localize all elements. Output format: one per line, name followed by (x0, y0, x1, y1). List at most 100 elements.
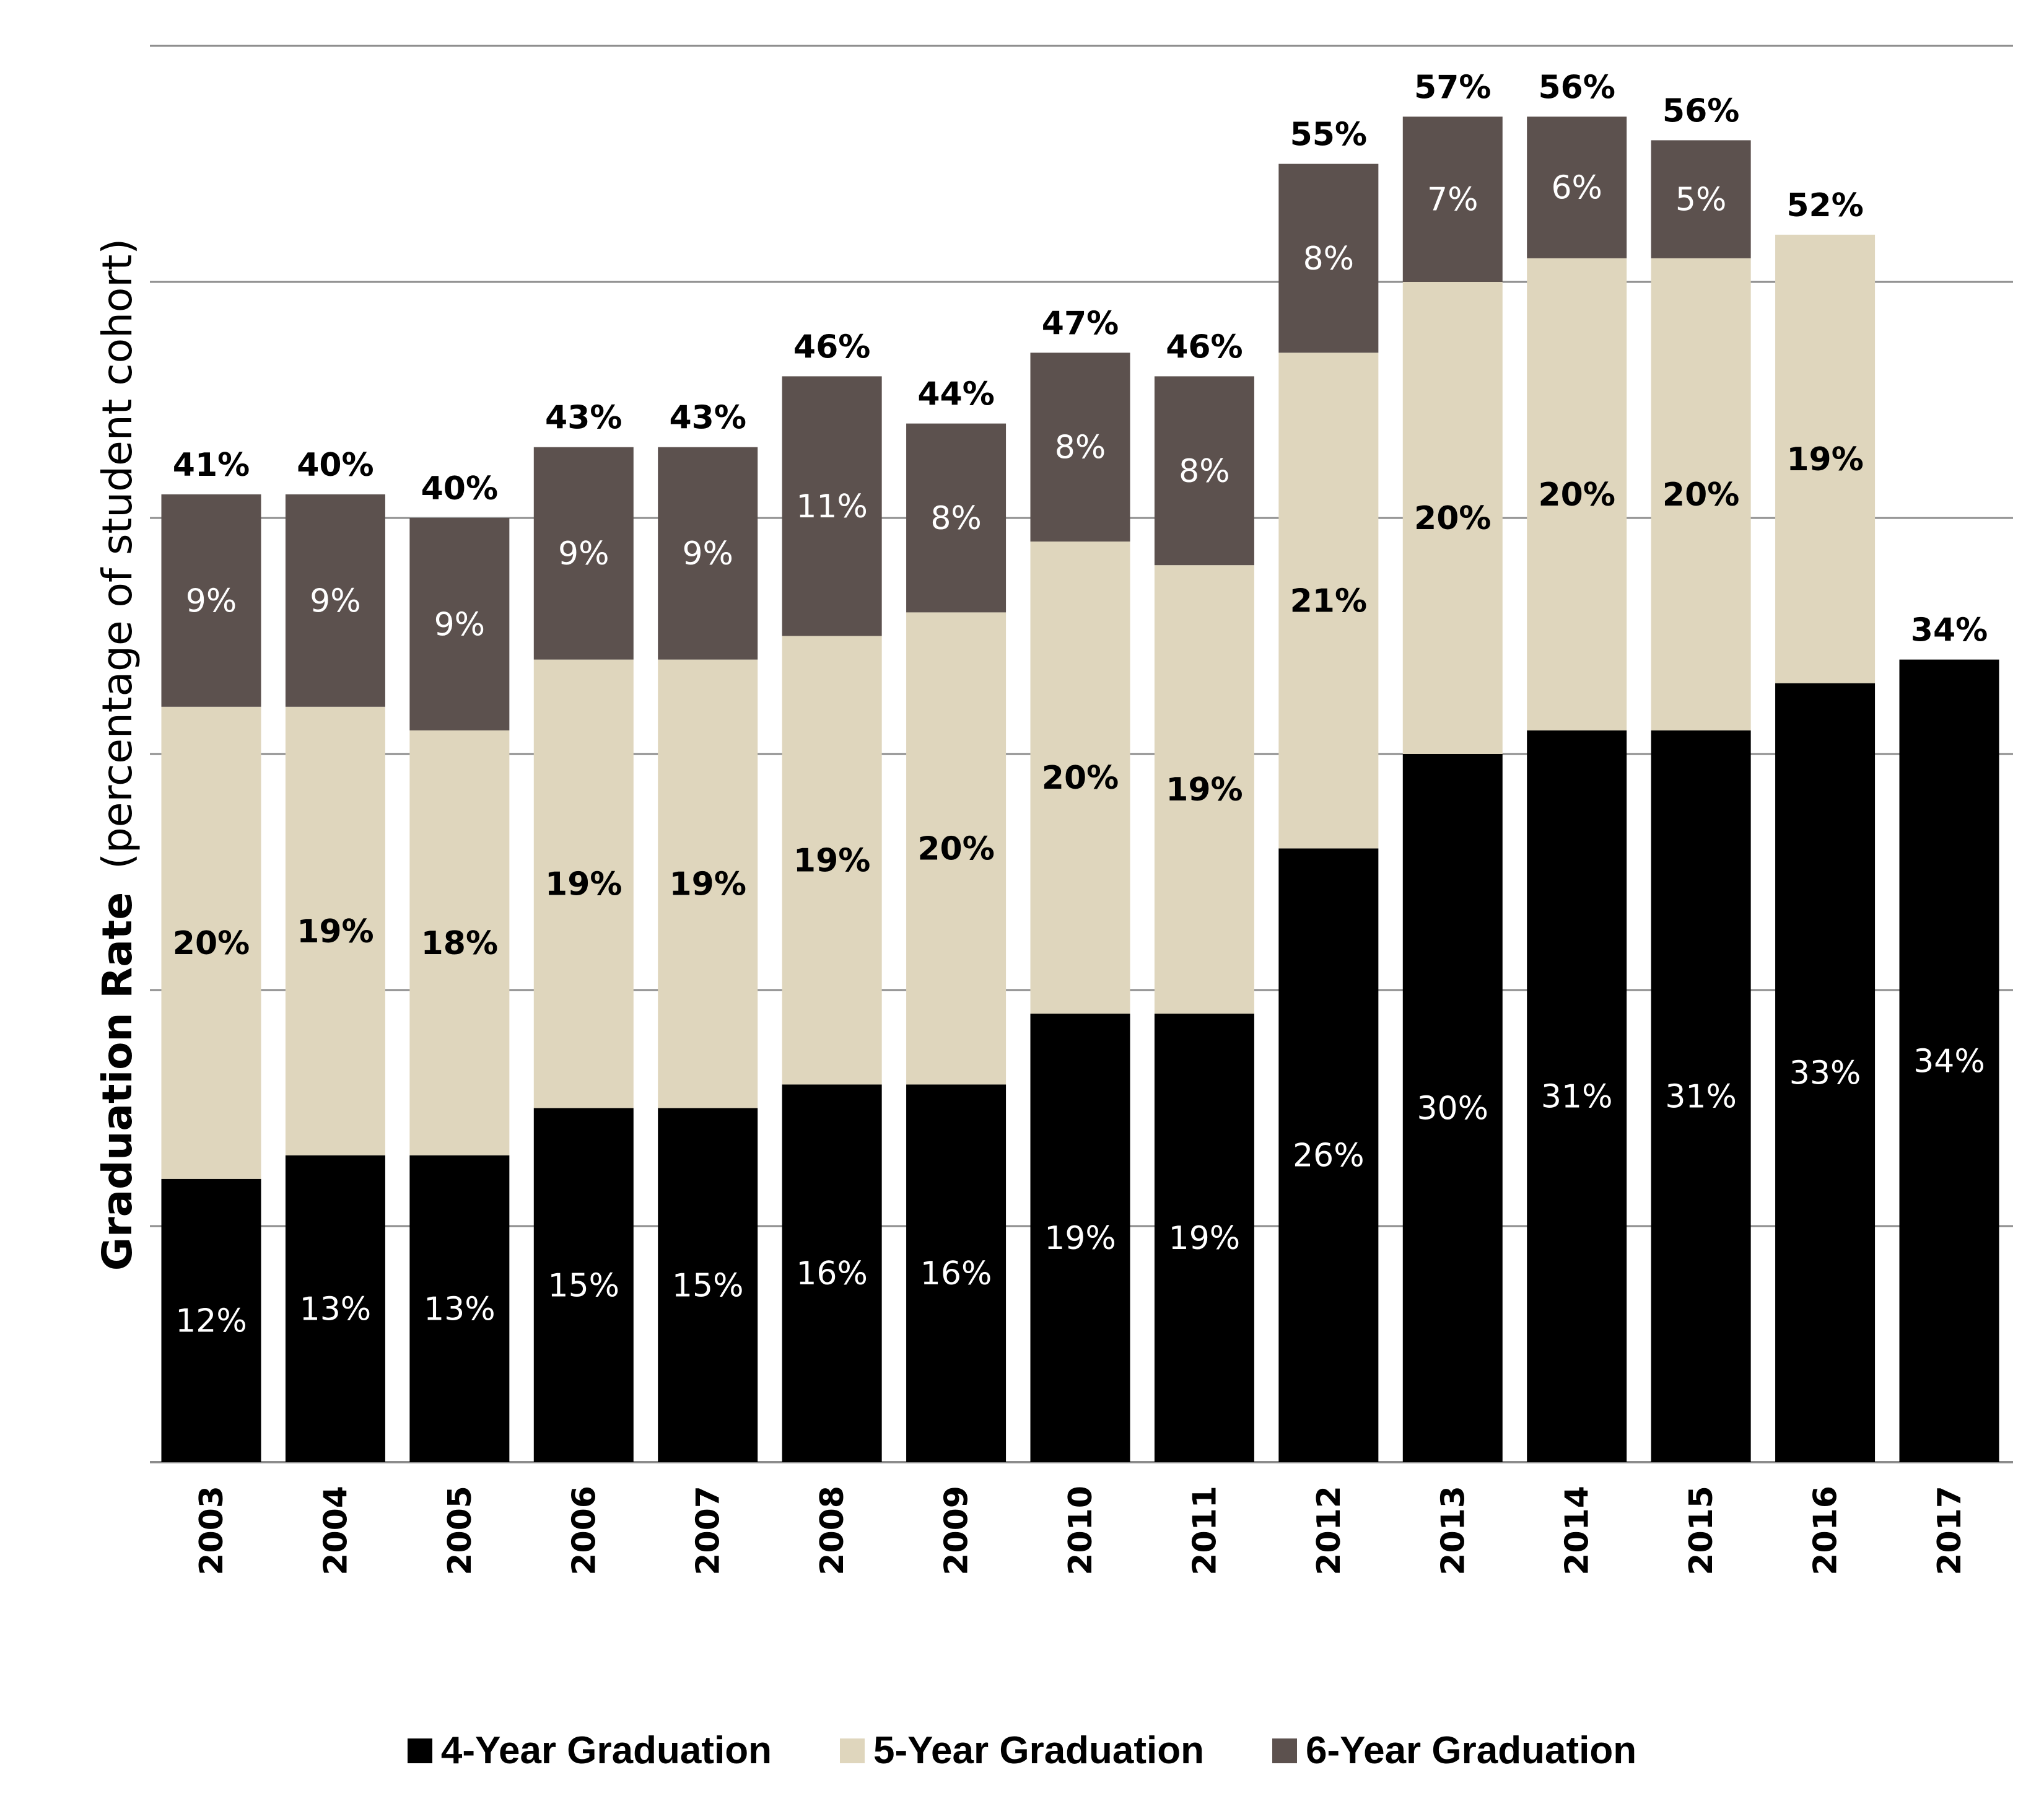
x-tick-label-2004: 2004 (317, 1486, 354, 1576)
bar-segment-2014-6yr (1527, 116, 1627, 258)
x-tick-label-2013: 2013 (1435, 1486, 1472, 1576)
bar-segment-2012-6yr (1278, 164, 1379, 353)
x-tick-label-2006: 2006 (566, 1486, 603, 1576)
bar-segment-2004-6yr (285, 494, 385, 707)
segment-label-2006-5yr: 19% (545, 866, 622, 903)
total-label-2003: 41% (173, 447, 250, 484)
bar-segment-2014-5yr (1527, 258, 1627, 730)
bar-segment-2015-6yr (1651, 140, 1751, 258)
segment-label-2010-5yr: 20% (1042, 760, 1119, 797)
bar-segment-2004-4yr (285, 1155, 385, 1462)
segment-label-2014-5yr: 20% (1538, 476, 1615, 514)
bar-segment-2010-4yr (1030, 1014, 1130, 1462)
segment-label-2007-4yr: 15% (672, 1267, 744, 1304)
bar-segment-2009-5yr (906, 612, 1007, 1085)
total-label-2016: 52% (1786, 187, 1863, 224)
segment-label-2010-6yr: 8% (1055, 429, 1106, 467)
segment-label-2011-5yr: 19% (1166, 771, 1243, 809)
legend-item-5-year: 5-Year Graduation (839, 1729, 1205, 1773)
bar-segment-2007-4yr (658, 1108, 758, 1462)
segment-label-2003-4yr: 12% (175, 1302, 247, 1339)
bar-segment-2015-5yr (1651, 258, 1751, 730)
segment-label-2003-5yr: 20% (173, 925, 250, 962)
segment-label-2006-4yr: 15% (548, 1267, 619, 1304)
segment-label-2017-4yr: 34% (1913, 1043, 1985, 1080)
segment-label-2010-4yr: 19% (1044, 1220, 1116, 1257)
bar-segment-2017-4yr (1899, 659, 1999, 1462)
total-labels: 41% 40% 40% 43% 43% 46% 44% 47% 46% 55% 57% 56% 56% 5… (173, 69, 1988, 649)
legend-swatch-4-year (407, 1738, 432, 1763)
bar-segment-2004-5yr (285, 706, 385, 1155)
legend-swatch-5-year (839, 1738, 865, 1763)
bar-segment-2016-4yr (1775, 683, 1876, 1462)
total-label-2015: 56% (1662, 92, 1739, 129)
bar-segment-2006-5yr (533, 659, 634, 1108)
legend-swatch-6-year (1272, 1738, 1298, 1763)
bar-segment-2007-6yr (658, 447, 758, 660)
segment-labels: 12% 20% 9% 13% 19% 9% 13% 18% 9% 15% 19% 9% 15% 19% 9%… (173, 170, 1985, 1340)
x-tick-label-2010: 2010 (1062, 1486, 1099, 1576)
segment-label-2015-5yr: 20% (1662, 476, 1739, 514)
segment-label-2015-6yr: 5% (1675, 182, 1727, 219)
legend-item-4-year: 4-Year Graduation (407, 1729, 772, 1773)
segment-label-2009-4yr: 16% (920, 1255, 992, 1292)
bar-segment-2008-6yr (782, 376, 882, 636)
x-tick-label-2014: 2014 (1559, 1486, 1596, 1576)
segment-label-2005-6yr: 9% (434, 606, 486, 643)
total-label-2010: 47% (1042, 305, 1119, 342)
bar-segment-2010-5yr (1030, 541, 1130, 1014)
legend: 4-Year Graduation 5-Year Graduation 6-Ye… (0, 1729, 2044, 1773)
segment-label-2013-5yr: 20% (1414, 500, 1491, 537)
segment-label-2007-5yr: 19% (669, 866, 746, 903)
x-tick-label-2015: 2015 (1683, 1486, 1720, 1576)
bar-segment-2005-6yr (409, 518, 510, 730)
segment-label-2013-6yr: 7% (1427, 182, 1478, 219)
x-tick-labels: 2003 2004 2005 2006 2007 2008 2009 2010 2011 2012… (193, 1486, 1968, 1576)
segment-label-2016-5yr: 19% (1786, 441, 1863, 478)
total-label-2008: 46% (793, 328, 870, 366)
total-label-2014: 56% (1538, 69, 1615, 106)
segment-label-2015-4yr: 31% (1665, 1078, 1737, 1115)
segment-label-2008-4yr: 16% (796, 1255, 868, 1292)
segment-label-2014-6yr: 6% (1551, 170, 1602, 207)
segment-label-2004-5yr: 19% (297, 913, 373, 950)
bar-segment-2006-6yr (533, 447, 634, 660)
total-label-2009: 44% (917, 376, 994, 413)
segment-label-2004-6yr: 9% (310, 582, 361, 620)
bar-segment-2013-4yr (1402, 754, 1503, 1462)
total-label-2012: 55% (1290, 116, 1367, 154)
segment-label-2005-4yr: 13% (424, 1291, 496, 1328)
bar-segment-2009-6yr (906, 423, 1007, 613)
segment-label-2012-6yr: 8% (1303, 240, 1355, 278)
bar-segment-2011-6yr (1154, 376, 1254, 566)
segment-label-2016-4yr: 33% (1789, 1054, 1861, 1092)
segment-label-2007-6yr: 9% (682, 535, 733, 572)
bar-segment-2008-4yr (782, 1084, 882, 1462)
total-label-2013: 57% (1414, 69, 1491, 106)
total-label-2005: 40% (421, 470, 498, 507)
legend-item-6-year: 6-Year Graduation (1272, 1729, 1636, 1773)
x-tick-label-2016: 2016 (1807, 1486, 1845, 1576)
segment-label-2008-5yr: 19% (793, 842, 870, 879)
bar-segment-2015-4yr (1651, 730, 1751, 1462)
segment-label-2006-6yr: 9% (558, 535, 609, 572)
bar-segment-2012-4yr (1278, 848, 1379, 1462)
bar-segment-2003-5yr (161, 706, 261, 1179)
bar-segment-2007-5yr (658, 659, 758, 1108)
bar-segment-2011-5yr (1154, 565, 1254, 1014)
bar-segment-2005-4yr (409, 1155, 510, 1462)
bar-segment-2008-5yr (782, 636, 882, 1085)
x-tick-label-2008: 2008 (814, 1486, 851, 1576)
bar-segment-2016-5yr (1775, 234, 1876, 683)
legend-label-6-year: 6-Year Graduation (1306, 1729, 1637, 1772)
segment-label-2012-5yr: 21% (1290, 582, 1367, 620)
bar-segment-2011-4yr (1154, 1014, 1254, 1462)
segment-label-2003-6yr: 9% (186, 582, 237, 620)
x-tick-label-2007: 2007 (690, 1486, 727, 1576)
y-axis-label-suffix: (percentage of student cohort) (94, 239, 141, 869)
legend-label-5-year: 5-Year Graduation (873, 1729, 1205, 1772)
total-label-2011: 46% (1166, 328, 1243, 366)
bar-segment-2012-5yr (1278, 353, 1379, 849)
segment-label-2012-4yr: 26% (1293, 1138, 1365, 1175)
total-label-2007: 43% (669, 400, 746, 437)
